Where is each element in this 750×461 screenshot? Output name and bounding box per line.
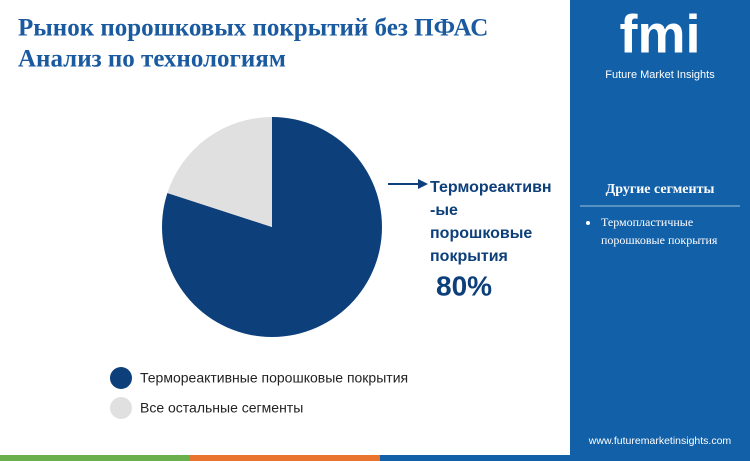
chart-title: Рынок порошковых покрытий без ПФАС [18, 15, 488, 42]
side-item: Термопластичные [601, 215, 693, 229]
callout-label: покрытия [430, 248, 508, 265]
callout-label: порошковые [430, 225, 532, 242]
stripe [0, 455, 190, 461]
side-heading: Другие сегменты [606, 182, 715, 197]
bullet [586, 221, 590, 225]
pie-slice [167, 117, 272, 227]
callout-label: Термореактивн [430, 179, 552, 196]
value-label: 80% [436, 270, 492, 301]
logo: fmi [620, 4, 701, 64]
legend-swatch [110, 397, 132, 419]
legend-label: Все остальные сегменты [140, 400, 303, 416]
callout-arrowhead [418, 179, 428, 189]
side-item: порошковые покрытия [601, 233, 718, 247]
chart-subtitle: Анализ по технологиям [18, 46, 286, 73]
url: www.futuremarketinsights.com [588, 435, 732, 447]
brand: Future Market Insights [605, 69, 715, 81]
legend-swatch [110, 367, 132, 389]
stripe [190, 455, 380, 461]
side-panel [570, 0, 750, 461]
stripe [380, 455, 570, 461]
legend-label: Термореактивные порошковые покрытия [140, 370, 408, 386]
callout-label: -ые [430, 202, 458, 219]
